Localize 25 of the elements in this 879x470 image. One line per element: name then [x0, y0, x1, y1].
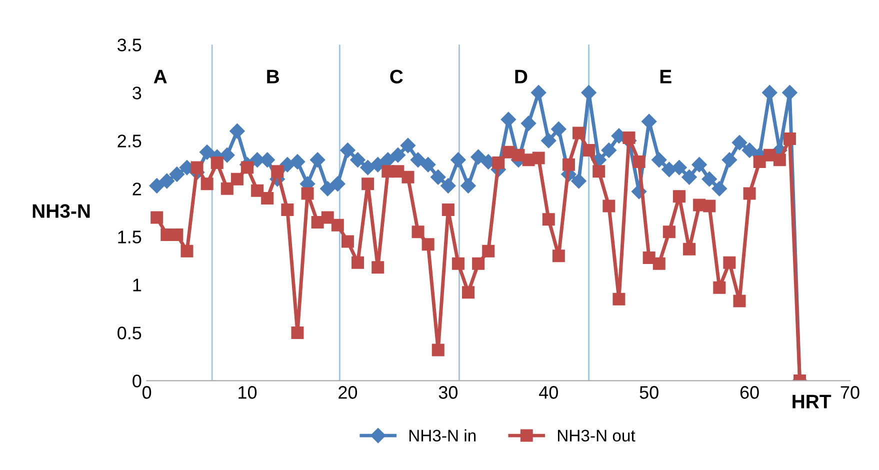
- annotation: A: [154, 70, 167, 84]
- x-axis-title: HRT: [792, 394, 832, 408]
- annotation: C: [390, 70, 403, 84]
- x-tick-label: 0: [142, 386, 152, 399]
- x-tick-label: 10: [238, 386, 257, 399]
- x-tick-label: 40: [538, 386, 558, 399]
- legend-label: NH3-N out: [558, 430, 636, 442]
- y-axis-title: NH3-N: [32, 204, 90, 218]
- legend-label: NH3-N in: [409, 429, 476, 442]
- y-tick-label: 2: [132, 182, 142, 196]
- y-tick-label: 3: [132, 86, 142, 100]
- x-tick-label: 20: [338, 386, 358, 399]
- y-tick-label: 0.5: [118, 326, 142, 340]
- annotation: E: [660, 70, 672, 84]
- y-tick-label: 1.5: [118, 230, 142, 244]
- y-tick-label: 3.5: [118, 38, 142, 52]
- y-tick-label: 2.5: [118, 134, 142, 148]
- x-tick-label: 70: [840, 386, 860, 399]
- x-tick-label: 50: [640, 386, 658, 399]
- y-tick-label: 1: [133, 278, 142, 292]
- annotation: D: [515, 70, 528, 84]
- x-tick-label: 30: [438, 386, 458, 399]
- x-tick-label: 60: [740, 386, 759, 399]
- annotation: B: [267, 70, 279, 84]
- y-tick-label: 0: [132, 374, 142, 388]
